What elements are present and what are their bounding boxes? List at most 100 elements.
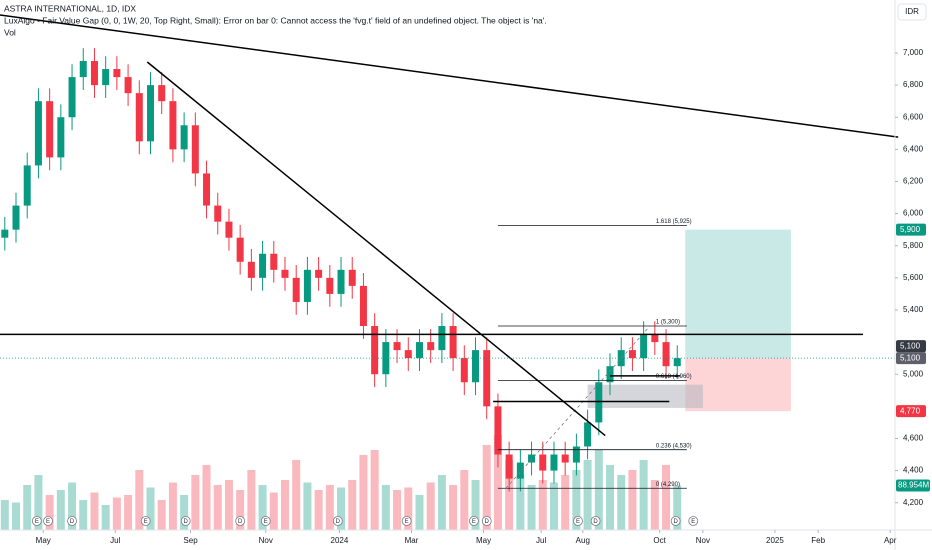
candle-body (68, 77, 76, 118)
candle-body (326, 277, 334, 294)
price-tag (896, 223, 926, 236)
event-marker (590, 516, 601, 526)
y-tick-label: 4,200 (903, 498, 924, 507)
event-marker (481, 516, 492, 526)
event-marker (401, 516, 412, 526)
candle-body (46, 101, 54, 158)
y-tick-label: 6,000 (903, 209, 924, 218)
y-tick-label: 6,600 (903, 112, 924, 121)
volume-tag-label: 88.954M (898, 481, 929, 490)
volume-bar (516, 475, 525, 530)
y-tick-label: 5,000 (903, 369, 924, 378)
candle-body (270, 253, 278, 270)
candle-body (505, 454, 513, 479)
candle-body (259, 253, 267, 278)
fib-label: 0 (4,290) (656, 482, 680, 488)
event-label: D (593, 519, 598, 525)
event-label: E (35, 519, 39, 525)
price-tag (896, 340, 926, 353)
y-tick-label: 5,800 (903, 241, 924, 250)
fib-label: 0.618 (4,960) (656, 374, 692, 380)
event-label: D (184, 519, 189, 525)
volume-bar (628, 470, 637, 530)
price-tag (896, 405, 926, 418)
currency-button[interactable] (897, 3, 927, 21)
candle-body (315, 269, 323, 278)
volume-bar (157, 500, 166, 530)
event-marker (469, 516, 479, 526)
candle-body (584, 422, 592, 447)
x-tick-label: May (36, 536, 51, 545)
candle-body (147, 85, 155, 142)
event-label: E (405, 519, 409, 525)
candle-body (158, 85, 166, 102)
volume-bar (101, 505, 110, 530)
volume-bar (650, 480, 659, 530)
volume-bar (213, 485, 222, 530)
event-label: D (485, 519, 490, 525)
candle-body (606, 366, 614, 383)
x-tick-label: Nov (696, 536, 710, 545)
volume-bar (572, 470, 581, 530)
y-tick-label: 4,600 (903, 434, 924, 443)
candle-body (572, 446, 580, 463)
volume-label: Vol (4, 27, 16, 37)
indicator-status: LuxAlgo - Fair Value Gap (0, 0, 1W, 20, … (4, 15, 547, 25)
candle-body (12, 205, 20, 230)
candle-body (1, 229, 9, 238)
candle-body (404, 350, 412, 359)
event-marker (140, 516, 151, 526)
volume-bar (370, 450, 379, 530)
volume-bar (135, 470, 144, 530)
candle-body (203, 173, 211, 206)
event-label: D (336, 519, 341, 525)
currency-label[interactable]: IDR (905, 7, 919, 16)
volume-bar (561, 475, 570, 530)
candle-body (651, 334, 659, 343)
price-tag-label: 4,770 (900, 406, 921, 415)
volume-bar (381, 485, 390, 530)
volume-bar (404, 487, 413, 530)
candle-body (539, 454, 547, 471)
event-marker (573, 516, 583, 526)
candle-body (247, 261, 255, 278)
fib-label: 1 (5,300) (656, 320, 680, 326)
candle-body (303, 269, 311, 302)
volume-bar (471, 480, 480, 530)
candle-body (427, 342, 435, 351)
y-tick-label: 5,400 (903, 305, 924, 314)
fib-label: 1.618 (5,925) (656, 219, 692, 225)
x-tick-label: May (476, 536, 491, 545)
y-tick-label: 6,200 (903, 177, 924, 186)
x-tick-label: Aug (576, 536, 590, 545)
event-label: E (264, 519, 268, 525)
candle-body (673, 358, 681, 367)
candle-body (528, 454, 536, 463)
volume-bar (191, 475, 200, 530)
volume-bar (662, 465, 671, 530)
volume-bar (68, 482, 77, 530)
volume-bar (45, 495, 54, 530)
candle-body (393, 342, 401, 351)
candle-body (90, 61, 98, 86)
candle-body (57, 117, 65, 158)
fib-label: 0.236 (4,530) (656, 443, 692, 449)
x-tick-label: Mar (405, 536, 419, 545)
volume-bar (337, 487, 346, 530)
volume-bar (493, 435, 502, 530)
candle-body (550, 454, 558, 471)
volume-bar (56, 490, 65, 530)
fib-trend (505, 325, 651, 489)
price-tag-label: 5,100 (900, 353, 921, 362)
candle-body (135, 93, 143, 142)
volume-bar (168, 482, 177, 530)
volume-bar (594, 450, 603, 530)
volume-bar (527, 485, 536, 530)
event-marker (688, 516, 699, 526)
position-profit-zone (685, 229, 791, 359)
event-marker (180, 516, 191, 526)
volume-bar (224, 480, 233, 530)
candle-body (640, 334, 648, 359)
volume-bar (606, 465, 615, 530)
